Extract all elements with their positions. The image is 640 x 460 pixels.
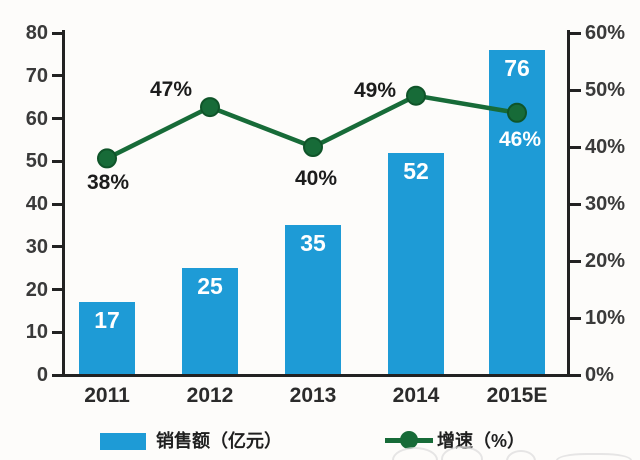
x-axis-label-2015E: 2015E <box>486 384 548 407</box>
bar-value-label: 17 <box>94 307 120 334</box>
right-axis-tick-label: 50% <box>585 79 626 101</box>
right-axis-tick-label: 40% <box>585 136 626 158</box>
x-axis-label-2014: 2014 <box>392 384 440 407</box>
left-axis-tick <box>52 31 62 35</box>
left-axis-tick <box>52 202 62 206</box>
left-axis-tick <box>52 373 62 377</box>
growth-point-marker <box>97 148 117 169</box>
bar-value-label: 25 <box>197 273 223 300</box>
bar-value-label: 52 <box>403 157 429 184</box>
bar-2014 <box>388 152 444 375</box>
growth-point-marker <box>507 102 527 123</box>
x-axis-label-2011: 2011 <box>84 384 130 407</box>
right-axis-tick-label: 20% <box>585 250 626 272</box>
left-axis-tick-label: 40 <box>25 193 48 215</box>
left-axis-tick <box>52 245 62 249</box>
bar-2011 <box>79 302 135 375</box>
growth-value-label: 49% <box>353 78 397 102</box>
left-axis-tick-label: 0 <box>36 364 48 386</box>
growth-point-marker <box>303 137 323 157</box>
left-axis-tick-label: 80 <box>25 22 48 44</box>
left-axis-tick-label: 30 <box>25 235 48 258</box>
x-axis-line <box>61 374 570 377</box>
x-axis-label-2012: 2012 <box>186 384 234 407</box>
left-axis-tick <box>52 117 62 120</box>
right-axis-line <box>566 30 570 377</box>
right-axis-tick <box>569 316 581 320</box>
growth-value-label: 40% <box>294 167 338 190</box>
growth-value-label: 47% <box>149 78 193 102</box>
right-axis-tick <box>569 31 581 35</box>
left-axis-tick <box>52 159 62 163</box>
bar-value-label: 76 <box>504 55 530 82</box>
left-axis-tick <box>52 74 62 78</box>
left-axis-tick <box>52 288 62 291</box>
left-axis-tick-label: 10 <box>25 321 48 344</box>
growth-point-marker <box>200 97 220 118</box>
right-axis-tick <box>569 88 581 92</box>
bar-value-label: 35 <box>300 230 326 257</box>
right-axis-tick-label: 60% <box>585 22 626 44</box>
left-axis-line <box>61 30 65 377</box>
legend-sales-label: 销售额（亿元） <box>156 431 282 451</box>
left-axis-tick <box>52 330 62 334</box>
right-axis-tick-label: 30% <box>585 193 626 215</box>
growth-point-marker <box>406 85 426 106</box>
left-axis-tick-label: 20 <box>25 278 48 301</box>
left-axis-tick-label: 50 <box>25 150 48 173</box>
bar-2012 <box>182 268 238 375</box>
legend-bar-swatch-icon <box>100 433 146 450</box>
right-axis-tick <box>569 145 581 149</box>
right-axis-tick-label: 0% <box>585 364 614 386</box>
watermark-smudge <box>556 453 632 460</box>
right-axis-tick <box>569 202 581 206</box>
growth-value-label: 38% <box>86 171 130 195</box>
legend-dot-icon <box>400 431 418 449</box>
left-axis-tick-label: 60 <box>25 107 48 130</box>
right-axis-tick-label: 10% <box>585 307 626 329</box>
bar-2013 <box>285 225 341 375</box>
left-axis-tick-label: 70 <box>25 64 48 87</box>
right-axis-tick <box>569 373 581 377</box>
growth-value-label: 46% <box>498 127 542 151</box>
x-axis-label-2013: 2013 <box>289 384 337 407</box>
right-axis-tick <box>569 259 581 263</box>
